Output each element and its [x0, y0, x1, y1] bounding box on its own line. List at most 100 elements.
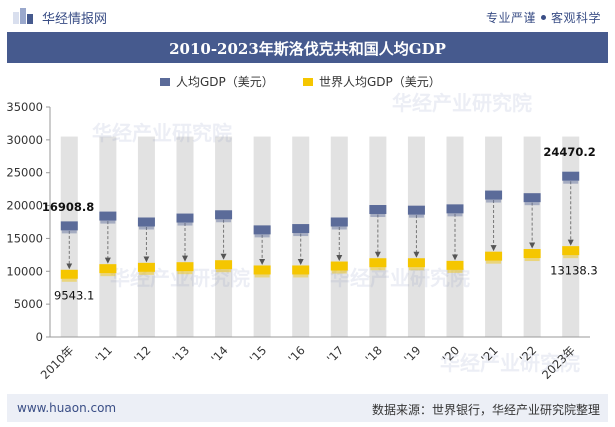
background-column — [330, 136, 348, 337]
marker-world-shadow — [563, 255, 579, 259]
top-bar: 华经情报网 专业严谨 客观科学 — [0, 0, 615, 32]
x-tick-label: '19 — [401, 343, 423, 365]
legend-swatch-world — [303, 77, 313, 86]
marker-world-shadow — [177, 271, 193, 275]
marker-country — [292, 224, 310, 234]
marker-world — [407, 258, 425, 268]
x-tick-label: 2010年 — [38, 343, 77, 382]
y-tick-label: 25000 — [6, 166, 43, 180]
marker-country-shadow — [447, 213, 463, 217]
footer-source: 数据来源：世界银行，华经产业研究院整理 — [371, 403, 600, 417]
watermark-text: 华经产业研究院 — [392, 91, 532, 115]
marker-country-shadow — [293, 233, 309, 237]
marker-world-shadow — [486, 260, 502, 264]
x-tick-label: '15 — [247, 343, 269, 365]
footer-url[interactable]: www.huaon.com — [17, 401, 117, 415]
marker-country-shadow — [486, 199, 502, 203]
marker-country — [369, 205, 387, 215]
x-tick-label: '13 — [170, 343, 192, 365]
slogan: 专业严谨 客观科学 — [486, 9, 601, 26]
marker-world — [137, 262, 155, 272]
watermark-text: 华经产业研究院 — [330, 266, 470, 290]
marker-country — [485, 190, 503, 200]
marker-world-shadow — [293, 274, 309, 278]
watermark-text: 华经产业研究院 — [92, 121, 232, 145]
marker-country-shadow — [216, 219, 232, 223]
y-tick-label: 20000 — [6, 199, 43, 213]
marker-world-shadow — [331, 270, 347, 274]
marker-country — [137, 217, 155, 227]
x-tick-label: '12 — [131, 343, 153, 365]
legend-item-country: 人均GDP（美元） — [160, 73, 274, 90]
marker-world — [485, 251, 503, 261]
marker-world-shadow — [370, 267, 386, 271]
marker-world-shadow — [447, 269, 463, 273]
marker-world — [60, 269, 78, 279]
marker-world — [446, 260, 464, 270]
legend: 人均GDP（美元） 世界人均GDP（美元） — [0, 73, 615, 93]
background-column — [137, 136, 155, 337]
marker-world — [215, 260, 233, 270]
marker-country — [562, 171, 580, 181]
marker-country-shadow — [524, 202, 540, 206]
x-tick-label: '16 — [285, 343, 307, 365]
marker-world — [369, 258, 387, 268]
marker-country — [253, 225, 271, 235]
y-tick-label: 10000 — [6, 264, 43, 278]
marker-world — [292, 265, 310, 275]
marker-country — [60, 221, 78, 231]
y-tick-label: 30000 — [6, 133, 43, 147]
data-label: 24470.2 — [543, 145, 595, 159]
y-tick-label: 5000 — [14, 297, 43, 311]
slogan-part-a: 专业严谨 — [485, 11, 536, 25]
background-column — [176, 136, 194, 337]
marker-country — [99, 211, 117, 221]
legend-label-country: 人均GDP（美元） — [176, 75, 274, 89]
marker-country-shadow — [370, 214, 386, 218]
huajing-logo-icon — [13, 8, 33, 24]
data-label: 16908.8 — [42, 200, 94, 214]
marker-country — [407, 205, 425, 215]
marker-world-shadow — [216, 269, 232, 273]
marker-country — [176, 213, 194, 223]
marker-country-shadow — [177, 222, 193, 226]
x-tick-label: '18 — [362, 343, 384, 365]
marker-world — [99, 264, 117, 274]
marker-world-shadow — [254, 274, 270, 278]
marker-world-shadow — [100, 273, 116, 277]
marker-world — [523, 249, 541, 259]
marker-country-shadow — [408, 214, 424, 218]
marker-country — [330, 217, 348, 227]
marker-world — [176, 262, 194, 272]
marker-country-shadow — [138, 226, 154, 230]
marker-country-shadow — [100, 220, 116, 224]
marker-country-shadow — [331, 226, 347, 230]
data-label: 13138.3 — [550, 264, 598, 278]
legend-item-world: 世界人均GDP（美元） — [303, 73, 441, 90]
footer-bar: www.huaon.com 数据来源：世界银行，华经产业研究院整理 — [7, 394, 608, 422]
legend-label-world: 世界人均GDP（美元） — [319, 75, 441, 89]
background-column — [292, 136, 310, 337]
dot-separator-icon — [540, 15, 546, 20]
marker-world — [562, 246, 580, 256]
y-tick-label: 35000 — [6, 100, 43, 114]
y-tick-label: 0 — [36, 330, 43, 344]
marker-world-shadow — [61, 278, 77, 282]
x-tick-label: '11 — [92, 343, 114, 365]
marker-country-shadow — [563, 180, 579, 184]
marker-world-shadow — [524, 258, 540, 262]
marker-country-shadow — [254, 234, 270, 238]
x-tick-label: '17 — [324, 343, 346, 365]
marker-world-shadow — [408, 267, 424, 271]
marker-world — [253, 265, 271, 275]
marker-country — [523, 193, 541, 203]
watermark-text: 华经产业研究院 — [440, 351, 580, 375]
slogan-part-b: 客观科学 — [550, 11, 601, 25]
chart-title: 2010-2023年斯洛伐克共和国人均GDP — [169, 40, 446, 58]
marker-country-shadow — [61, 230, 77, 234]
x-tick-label: '14 — [208, 343, 230, 365]
title-bar: 2010-2023年斯洛伐克共和国人均GDP — [7, 32, 608, 63]
background-column — [523, 136, 541, 337]
marker-country — [215, 210, 233, 220]
